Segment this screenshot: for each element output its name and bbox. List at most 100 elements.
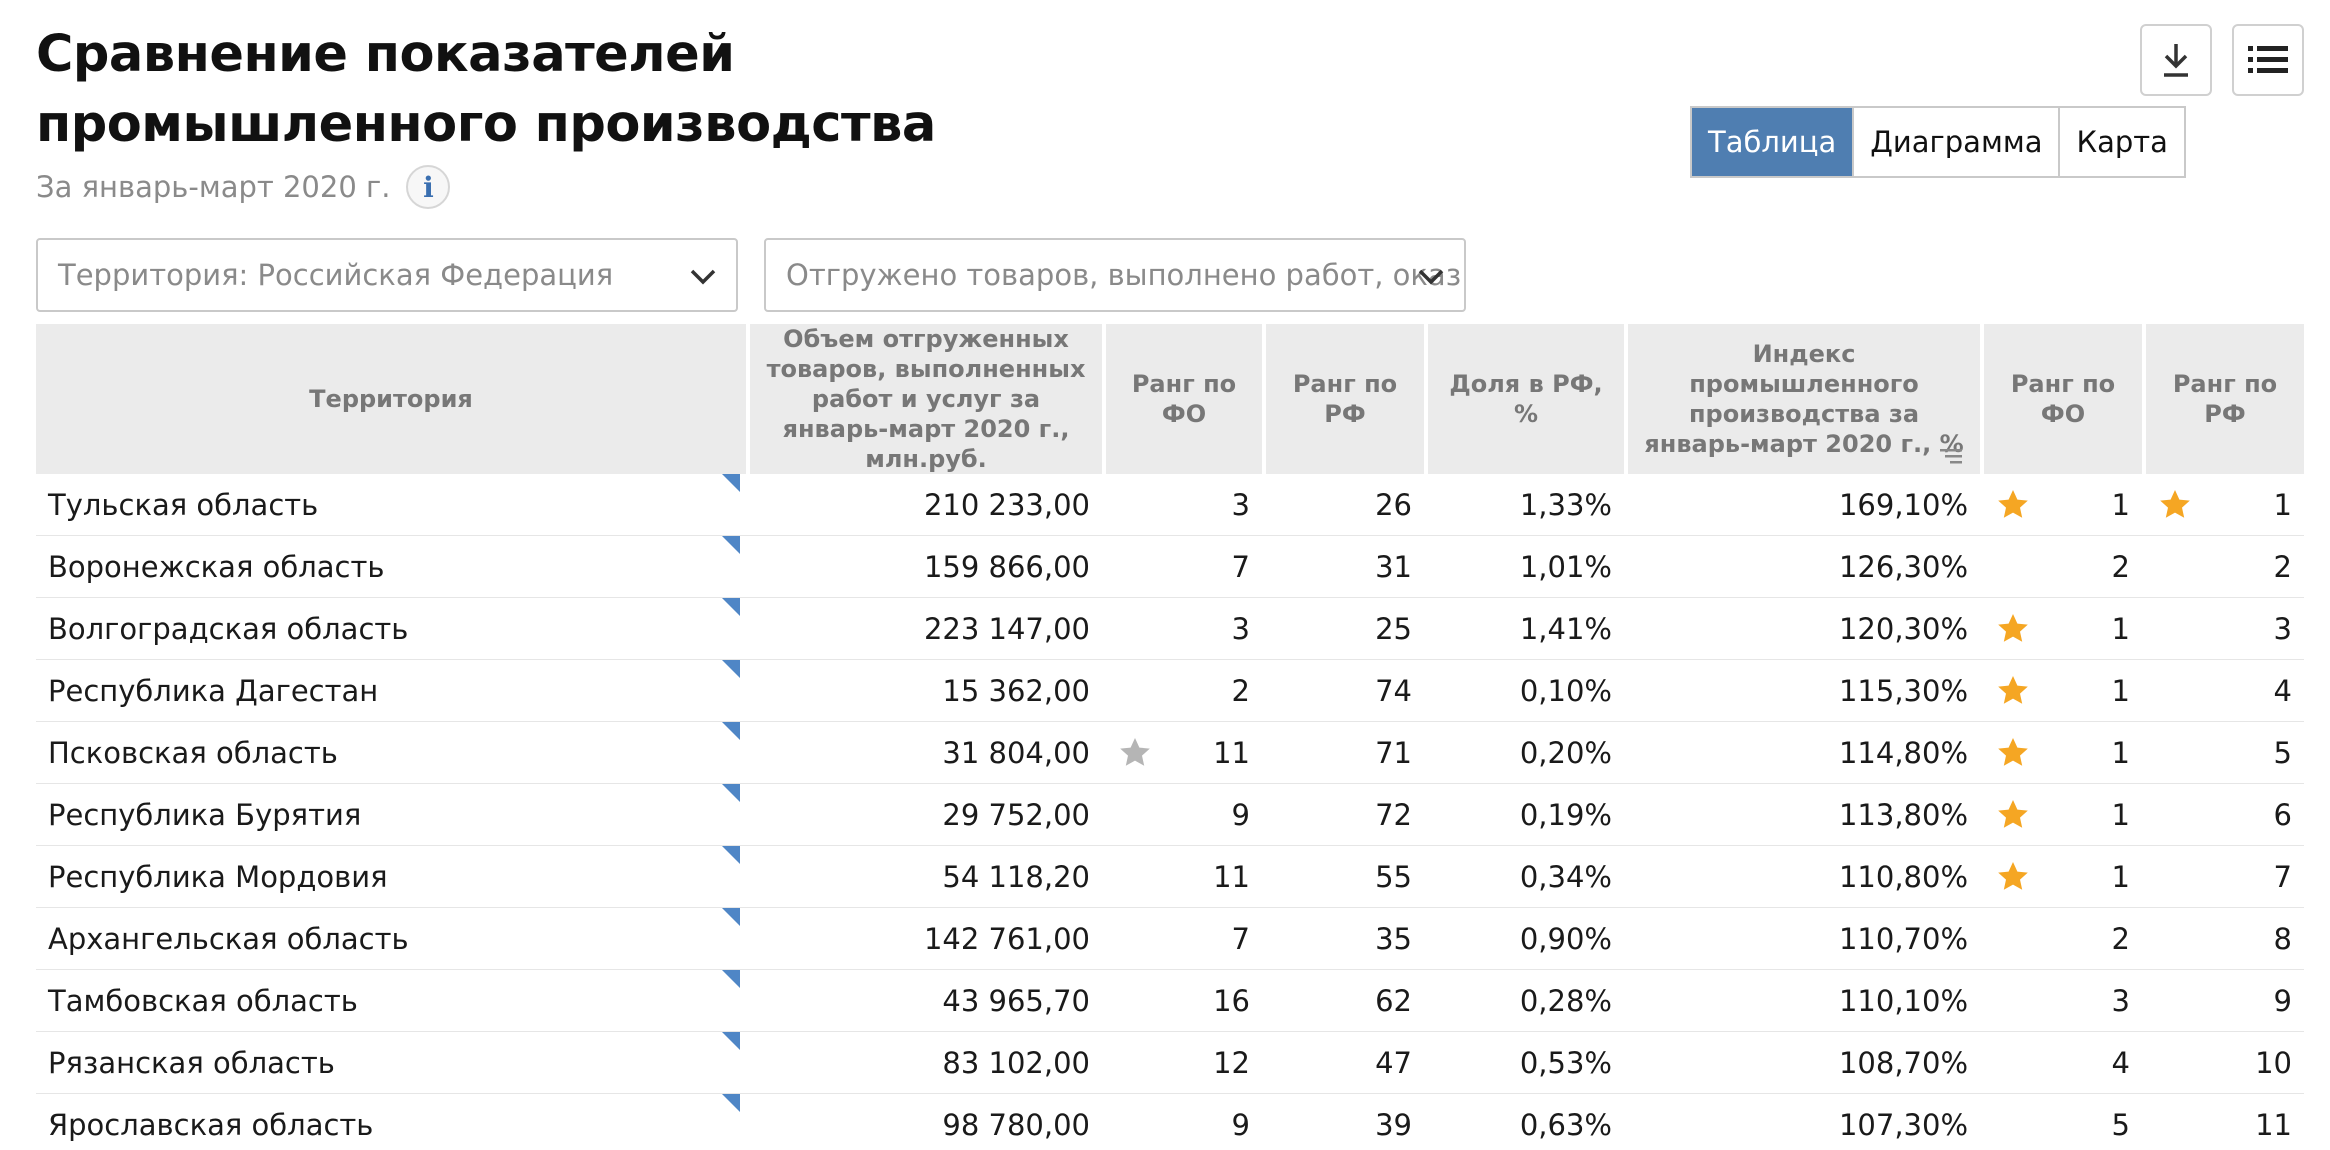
territory-name: Ярославская область xyxy=(48,1107,374,1142)
expand-marker-icon[interactable] xyxy=(722,598,740,616)
expand-marker-icon[interactable] xyxy=(722,722,740,740)
index-rank-fo-value: 2 xyxy=(2111,549,2130,584)
expand-marker-icon[interactable] xyxy=(722,1094,740,1112)
table-row[interactable]: Воронежская область 159 866,00 7 31 1,01% 126… xyxy=(36,536,2304,598)
index-rank-fo-value: 3 xyxy=(2111,983,2130,1018)
index-rank-rf-value: 10 xyxy=(2255,1045,2292,1080)
cell-index: 114,80% xyxy=(1624,722,1980,784)
data-table: Территория Объем отгруженных товаров, вы… xyxy=(36,324,2304,1150)
cell-rank-rf: 31 xyxy=(1262,536,1424,598)
star-icon xyxy=(1998,490,2028,518)
cell-share: 0,20% xyxy=(1424,722,1624,784)
index-rank-rf-value: 9 xyxy=(2273,983,2292,1018)
table-row[interactable]: Архангельская область 142 761,00 7 35 0,90% 1… xyxy=(36,908,2304,970)
table-row[interactable]: Тамбовская область 43 965,70 16 62 0,28% 110,… xyxy=(36,970,2304,1032)
cell-index-rank-rf: 11 xyxy=(2142,1094,2304,1150)
cell-index: 120,30% xyxy=(1624,598,1980,660)
column-header-index-rank-rf[interactable]: Ранг по РФ xyxy=(2142,324,2304,474)
index-rank-rf-value: 4 xyxy=(2273,673,2292,708)
column-header-volume[interactable]: Объем отгруженных товаров, выполненных р… xyxy=(746,324,1102,474)
list-view-button[interactable] xyxy=(2232,24,2304,96)
expand-marker-icon[interactable] xyxy=(722,536,740,554)
table-row[interactable]: Республика Бурятия 29 752,00 9 72 0,19% 113,8… xyxy=(36,784,2304,846)
data-table-container[interactable]: Территория Объем отгруженных товаров, вы… xyxy=(36,324,2304,1150)
index-rank-fo-value: 1 xyxy=(2111,673,2130,708)
table-row[interactable]: Республика Дагестан 15 362,00 2 74 0,10% 115,… xyxy=(36,660,2304,722)
cell-rank-rf: 47 xyxy=(1262,1032,1424,1094)
index-rank-fo-value: 1 xyxy=(2111,487,2130,522)
index-rank-rf-value: 8 xyxy=(2273,921,2292,956)
expand-marker-icon[interactable] xyxy=(722,784,740,802)
column-header-share[interactable]: Доля в РФ, % xyxy=(1424,324,1624,474)
tab-table[interactable]: Таблица xyxy=(1692,108,1853,176)
cell-share: 0,19% xyxy=(1424,784,1624,846)
expand-marker-icon[interactable] xyxy=(722,846,740,864)
cell-index-rank-rf: 10 xyxy=(2142,1032,2304,1094)
cell-share: 1,01% xyxy=(1424,536,1624,598)
index-rank-fo-value: 5 xyxy=(2111,1107,2130,1142)
table-row[interactable]: Рязанская область 83 102,00 12 47 0,53% 108,7… xyxy=(36,1032,2304,1094)
tab-map[interactable]: Карта xyxy=(2058,108,2184,176)
cell-rank-rf: 72 xyxy=(1262,784,1424,846)
rank-fo-value: 9 xyxy=(1231,1107,1250,1142)
table-row[interactable]: Псковская область 31 804,00 11 71 0,20% 114,8… xyxy=(36,722,2304,784)
column-header-rank-rf[interactable]: Ранг по РФ xyxy=(1262,324,1424,474)
cell-volume: 83 102,00 xyxy=(746,1032,1102,1094)
column-header-index-rank-fo[interactable]: Ранг по ФО xyxy=(1980,324,2142,474)
expand-marker-icon[interactable] xyxy=(722,660,740,678)
cell-territory[interactable]: Волгоградская область xyxy=(36,598,746,660)
cell-rank-fo: 12 xyxy=(1102,1032,1262,1094)
expand-marker-icon[interactable] xyxy=(722,970,740,988)
sort-icon[interactable] xyxy=(1940,448,1962,464)
expand-marker-icon[interactable] xyxy=(722,1032,740,1050)
column-header-index[interactable]: Индекс промышленного производства за янв… xyxy=(1624,324,1980,474)
page-title: Сравнение показателей промышленного прои… xyxy=(36,25,936,154)
rank-fo-value: 7 xyxy=(1231,549,1250,584)
territory-select-value: Территория: Российская Федерация xyxy=(58,258,614,292)
index-rank-fo-value: 4 xyxy=(2111,1045,2130,1080)
cell-share: 0,10% xyxy=(1424,660,1624,722)
cell-index-rank-fo: 2 xyxy=(1980,908,2142,970)
cell-volume: 43 965,70 xyxy=(746,970,1102,1032)
cell-territory[interactable]: Ярославская область xyxy=(36,1094,746,1150)
cell-rank-fo: 9 xyxy=(1102,784,1262,846)
cell-territory[interactable]: Республика Дагестан xyxy=(36,660,746,722)
info-icon[interactable]: i xyxy=(406,165,451,209)
cell-territory[interactable]: Тамбовская область xyxy=(36,970,746,1032)
cell-territory[interactable]: Тульская область xyxy=(36,474,746,536)
rank-fo-value: 3 xyxy=(1231,487,1250,522)
cell-rank-rf: 35 xyxy=(1262,908,1424,970)
list-icon xyxy=(2248,46,2288,73)
tab-chart[interactable]: Диаграмма xyxy=(1852,108,2059,176)
cell-rank-rf: 25 xyxy=(1262,598,1424,660)
star-icon xyxy=(1998,862,2028,890)
download-button[interactable] xyxy=(2140,24,2212,96)
column-header-territory[interactable]: Территория xyxy=(36,324,746,474)
cell-territory[interactable]: Республика Бурятия xyxy=(36,784,746,846)
chevron-down-icon xyxy=(1418,269,1444,285)
index-rank-rf-value: 5 xyxy=(2273,735,2292,770)
territory-name: Республика Мордовия xyxy=(48,859,388,894)
expand-marker-icon[interactable] xyxy=(722,908,740,926)
cell-territory[interactable]: Республика Мордовия xyxy=(36,846,746,908)
territory-select[interactable]: Территория: Российская Федерация xyxy=(36,238,738,312)
cell-territory[interactable]: Воронежская область xyxy=(36,536,746,598)
indicator-select[interactable]: Отгружено товаров, выполнено работ, оказ xyxy=(764,238,1466,312)
cell-rank-fo: 7 xyxy=(1102,908,1262,970)
column-header-rank-fo[interactable]: Ранг по ФО xyxy=(1102,324,1262,474)
cell-index: 113,80% xyxy=(1624,784,1980,846)
cell-index: 169,10% xyxy=(1624,474,1980,536)
territory-name: Рязанская область xyxy=(48,1045,335,1080)
cell-rank-rf: 74 xyxy=(1262,660,1424,722)
cell-share: 0,34% xyxy=(1424,846,1624,908)
cell-share: 0,63% xyxy=(1424,1094,1624,1150)
territory-name: Псковская область xyxy=(48,735,338,770)
expand-marker-icon[interactable] xyxy=(722,474,740,492)
cell-territory[interactable]: Рязанская область xyxy=(36,1032,746,1094)
table-row[interactable]: Тульская область 210 233,00 3 26 1,33% 169,10… xyxy=(36,474,2304,536)
cell-territory[interactable]: Псковская область xyxy=(36,722,746,784)
table-row[interactable]: Республика Мордовия 54 118,20 11 55 0,34% 110… xyxy=(36,846,2304,908)
table-row[interactable]: Волгоградская область 223 147,00 3 25 1,41% 1… xyxy=(36,598,2304,660)
table-row[interactable]: Ярославская область 98 780,00 9 39 0,63% 107,… xyxy=(36,1094,2304,1150)
cell-territory[interactable]: Архангельская область xyxy=(36,908,746,970)
